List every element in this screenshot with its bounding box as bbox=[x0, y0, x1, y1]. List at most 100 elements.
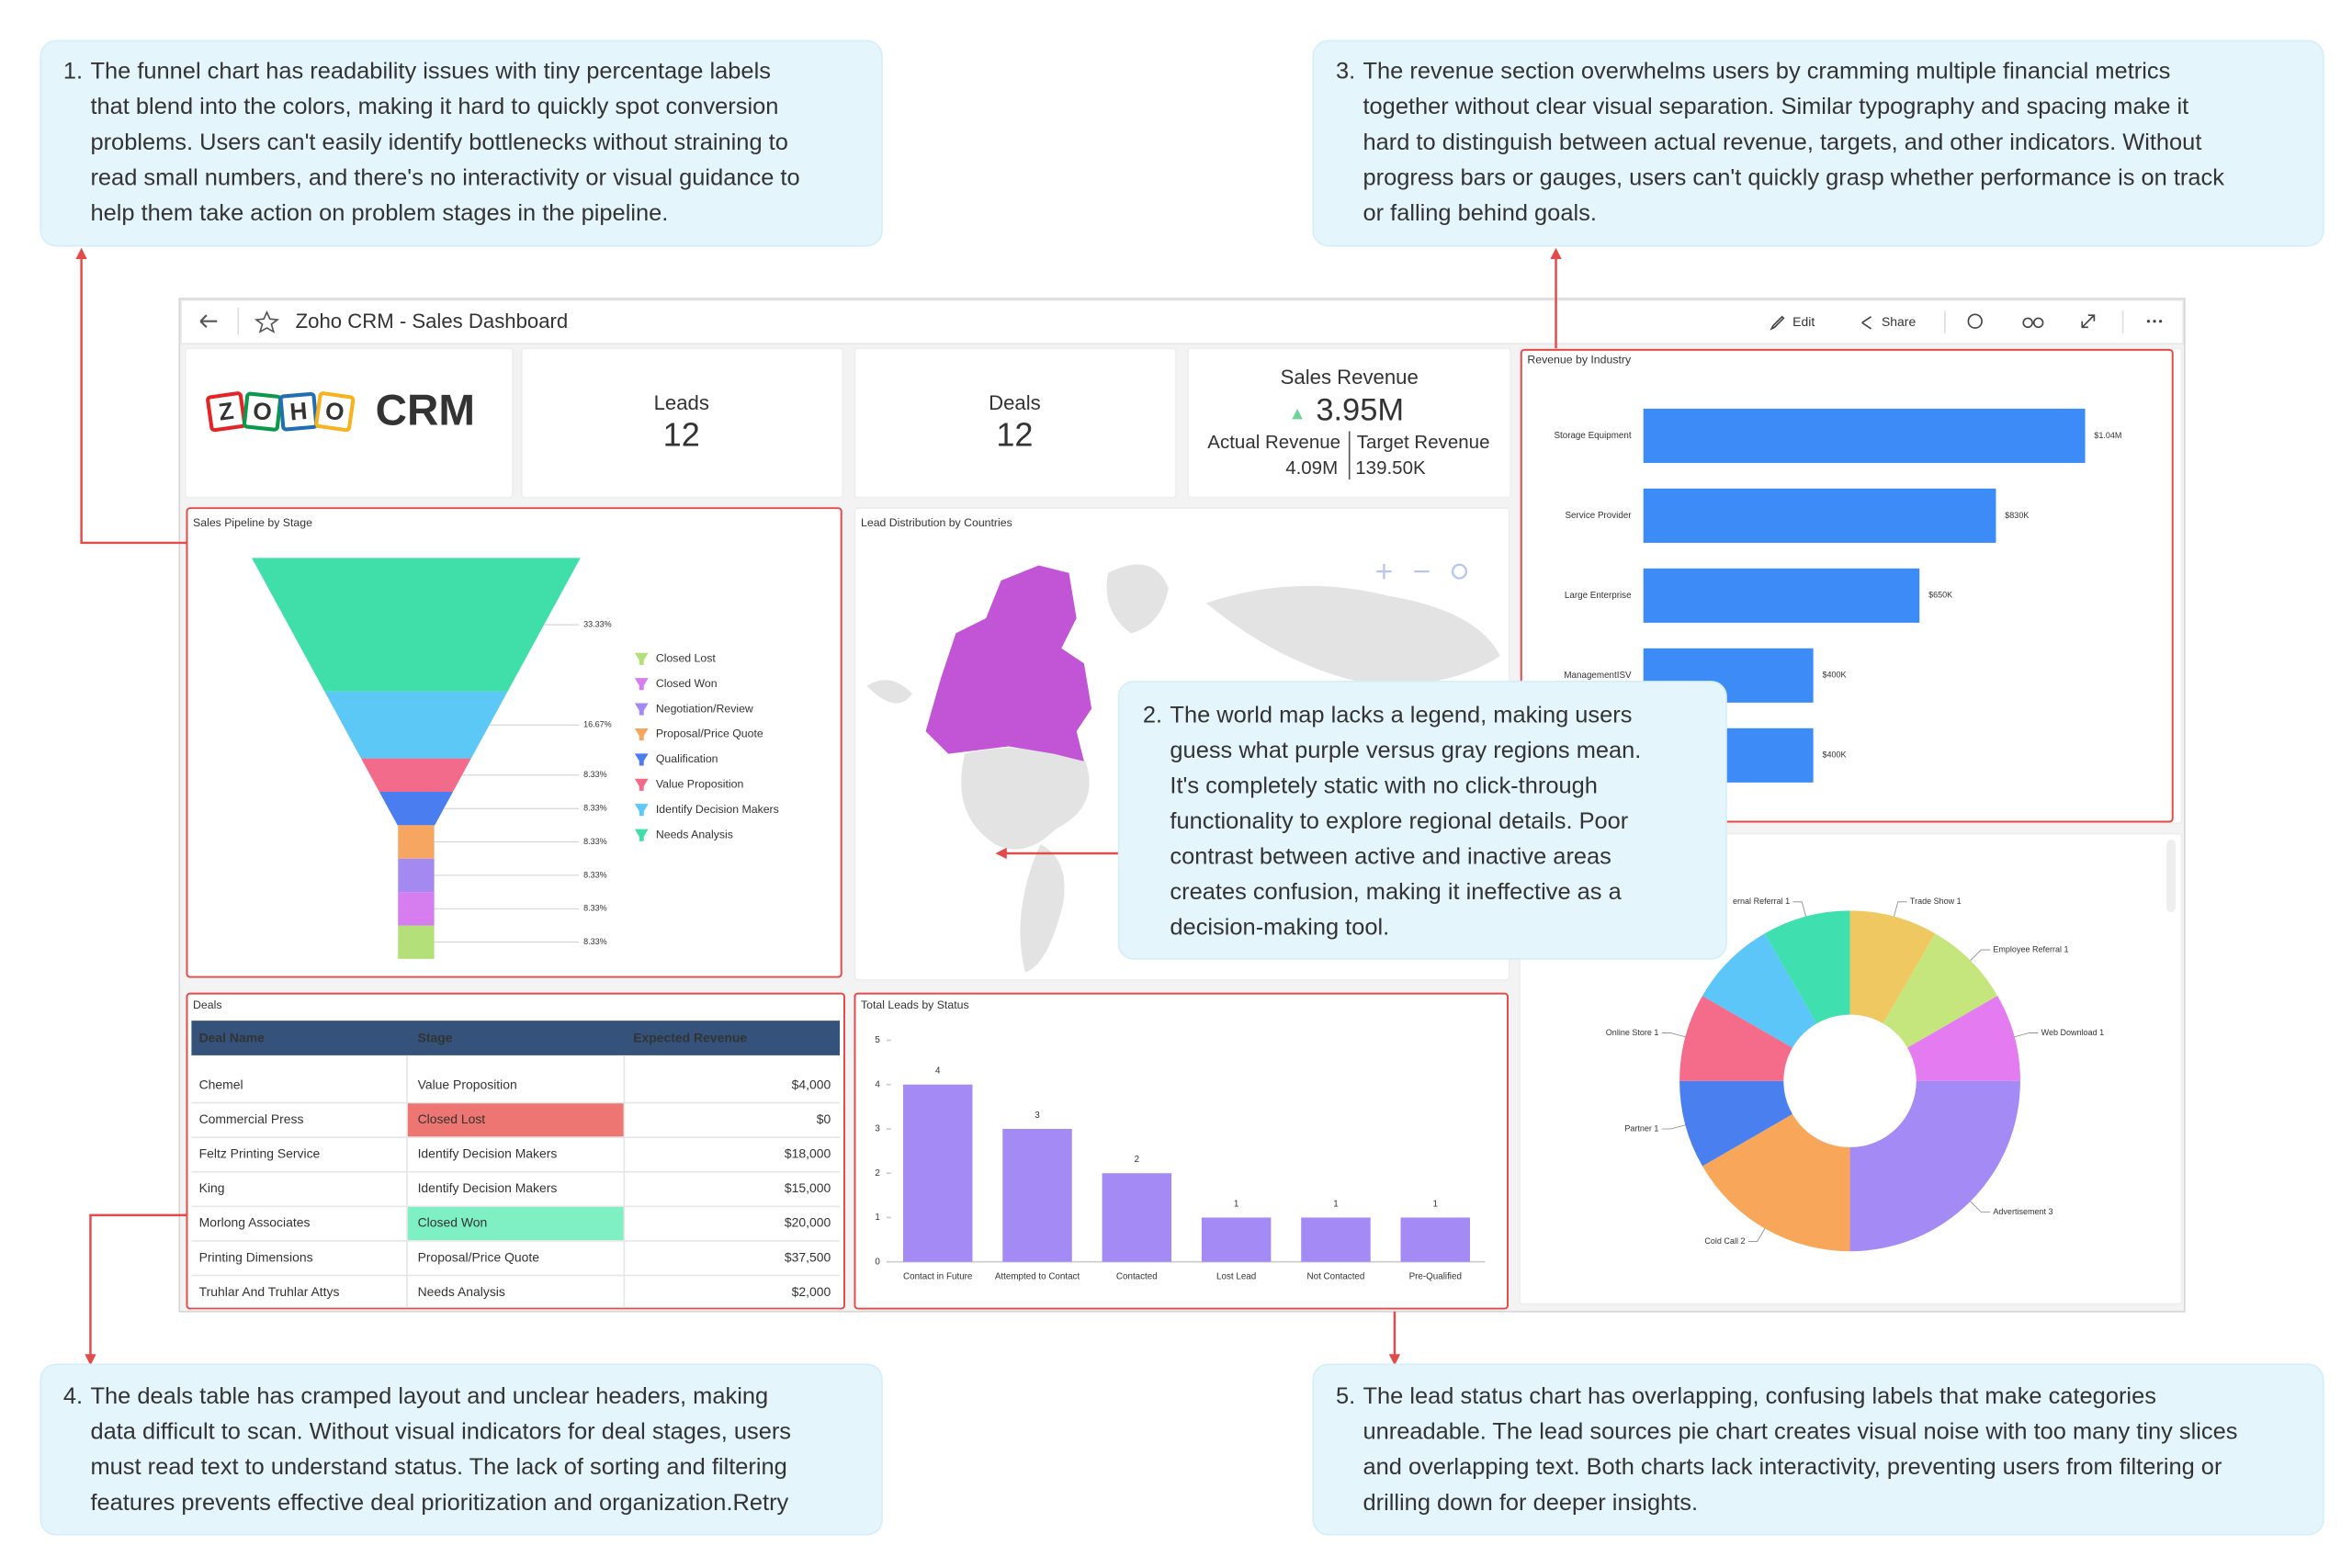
table-cell: $2,000 bbox=[792, 1284, 831, 1299]
more-icon-dot[interactable] bbox=[2158, 320, 2163, 323]
kpi-value: 3.95M bbox=[1316, 392, 1404, 427]
callout-text: problems. Users can't easily identify bo… bbox=[90, 130, 787, 155]
callout bbox=[1312, 1363, 2324, 1536]
stage-highlight bbox=[407, 1103, 625, 1137]
callout-text: unreadable. The lead sources pie chart c… bbox=[1363, 1419, 2237, 1445]
table-cell: $15,000 bbox=[785, 1180, 831, 1195]
leader-line bbox=[1894, 901, 1907, 917]
callout-text: together without clear visual separation… bbox=[1363, 94, 2188, 119]
callout-text: decision-making tool. bbox=[1170, 915, 1389, 941]
scrollbar bbox=[2166, 840, 2176, 912]
callout bbox=[1117, 681, 1727, 960]
callout-text: functionality to explore regional detail… bbox=[1170, 808, 1628, 834]
share-icon[interactable] bbox=[1861, 316, 1871, 330]
callout bbox=[40, 39, 883, 247]
zoom-in-icon[interactable] bbox=[1376, 563, 1392, 580]
edit-icon[interactable] bbox=[1770, 315, 1785, 331]
donut-slice bbox=[1702, 933, 1817, 1048]
edit-button[interactable]: Edit bbox=[1792, 314, 1815, 329]
slice-label: Employee Referral 1 bbox=[1993, 944, 2068, 953]
table-cell: $4,000 bbox=[792, 1077, 831, 1091]
x-tick-label: Pre-Qualified bbox=[1409, 1272, 1462, 1282]
table-cell: Truhlar And Truhlar Attys bbox=[199, 1284, 340, 1299]
panel-title: Lead Distribution by Countries bbox=[861, 516, 1012, 529]
back-icon[interactable] bbox=[199, 314, 218, 329]
favorite-icon[interactable] bbox=[254, 310, 280, 333]
slice-label: Cold Call 2 bbox=[1704, 1236, 1745, 1246]
x-tick-label: Lost Lead bbox=[1216, 1272, 1256, 1282]
callout-text: contrast between active and inactive are… bbox=[1170, 844, 1611, 870]
comment-icon[interactable] bbox=[1967, 313, 1983, 329]
leader-line bbox=[1661, 1124, 1686, 1130]
more-icon-dot[interactable] bbox=[2146, 320, 2151, 323]
bar bbox=[1201, 1217, 1272, 1262]
table-cell: $37,500 bbox=[785, 1249, 831, 1264]
callout bbox=[40, 1363, 883, 1536]
value-label: $1.04M bbox=[2094, 431, 2121, 440]
logo-tile bbox=[242, 391, 283, 432]
callout-text: guess what purple versus gray regions me… bbox=[1170, 738, 1641, 763]
panel bbox=[854, 347, 1177, 499]
map-region bbox=[1106, 564, 1169, 634]
kpi-sub-label: Target Revenue bbox=[1357, 432, 1490, 453]
share-button[interactable]: Share bbox=[1882, 314, 1916, 329]
category-label: Service Provider bbox=[1565, 511, 1632, 521]
logo-letter: O bbox=[323, 396, 345, 426]
table-cell: Value Proposition bbox=[418, 1077, 517, 1091]
x-tick-label: Not Contacted bbox=[1307, 1272, 1365, 1282]
connector-arrow bbox=[85, 1213, 187, 1366]
category-label: ManagementISV bbox=[1564, 671, 1632, 681]
funnel-segment bbox=[379, 792, 454, 826]
logo-letter: H bbox=[288, 397, 309, 426]
kpi-sub-value: 139.50K bbox=[1355, 457, 1426, 479]
donut-slice bbox=[1883, 933, 1998, 1048]
leader-line bbox=[1970, 1201, 1991, 1213]
column-header: Expected Revenue bbox=[633, 1031, 747, 1045]
legend-icon bbox=[634, 804, 649, 817]
panel-title: Deals bbox=[193, 998, 221, 1011]
table-cell: Feltz Printing Service bbox=[199, 1146, 321, 1161]
reset-icon[interactable] bbox=[1451, 563, 1468, 580]
callout-text: The lead status chart has overlapping, c… bbox=[1363, 1383, 2155, 1409]
legend-icon bbox=[634, 829, 649, 841]
table-cell: Chemel bbox=[199, 1077, 243, 1091]
y-tick-label: 3 bbox=[875, 1124, 880, 1134]
value-label: 1 bbox=[1433, 1199, 1438, 1209]
bar bbox=[1643, 488, 1996, 543]
legend-label: Proposal/Price Quote bbox=[656, 728, 763, 740]
bar bbox=[1400, 1217, 1470, 1262]
legend-icon bbox=[634, 703, 649, 716]
table-cell: King bbox=[199, 1180, 225, 1195]
table-cell: Needs Analysis bbox=[418, 1284, 505, 1299]
callout-number: 2. bbox=[1143, 702, 1162, 728]
table-cell: Closed Lost bbox=[418, 1111, 486, 1126]
slice-label: ernal Referral 1 bbox=[1733, 897, 1790, 906]
y-tick-label: 4 bbox=[875, 1079, 880, 1089]
fullscreen-icon[interactable] bbox=[2081, 314, 2096, 329]
bar bbox=[1301, 1217, 1371, 1262]
logo-tile bbox=[206, 391, 247, 433]
value-label: $650K bbox=[1928, 591, 1952, 600]
table-cell: $20,000 bbox=[785, 1215, 831, 1230]
y-tick-label: 5 bbox=[875, 1035, 880, 1045]
value-label: 8.33% bbox=[583, 804, 607, 813]
kpi-value: 12 bbox=[996, 416, 1033, 454]
slice-label: Online Store 1 bbox=[1606, 1028, 1659, 1037]
view-icon[interactable] bbox=[2022, 317, 2044, 329]
callout bbox=[1312, 39, 2324, 247]
stage-highlight bbox=[407, 1206, 625, 1241]
leader-line bbox=[1747, 1228, 1766, 1242]
donut-slice bbox=[1679, 996, 1793, 1081]
value-label: 16.67% bbox=[583, 720, 612, 729]
legend-label: Closed Lost bbox=[656, 652, 717, 665]
more-icon-dot[interactable] bbox=[2153, 320, 2156, 323]
panel bbox=[520, 347, 844, 499]
value-label: 8.33% bbox=[583, 837, 607, 846]
y-tick-label: 0 bbox=[875, 1257, 880, 1267]
leader-line bbox=[2014, 1032, 2039, 1038]
value-label: 2 bbox=[1135, 1155, 1139, 1165]
funnel-segment bbox=[398, 892, 435, 926]
table-cell: Commercial Press bbox=[199, 1111, 304, 1126]
x-tick-label: Contacted bbox=[1116, 1272, 1158, 1282]
